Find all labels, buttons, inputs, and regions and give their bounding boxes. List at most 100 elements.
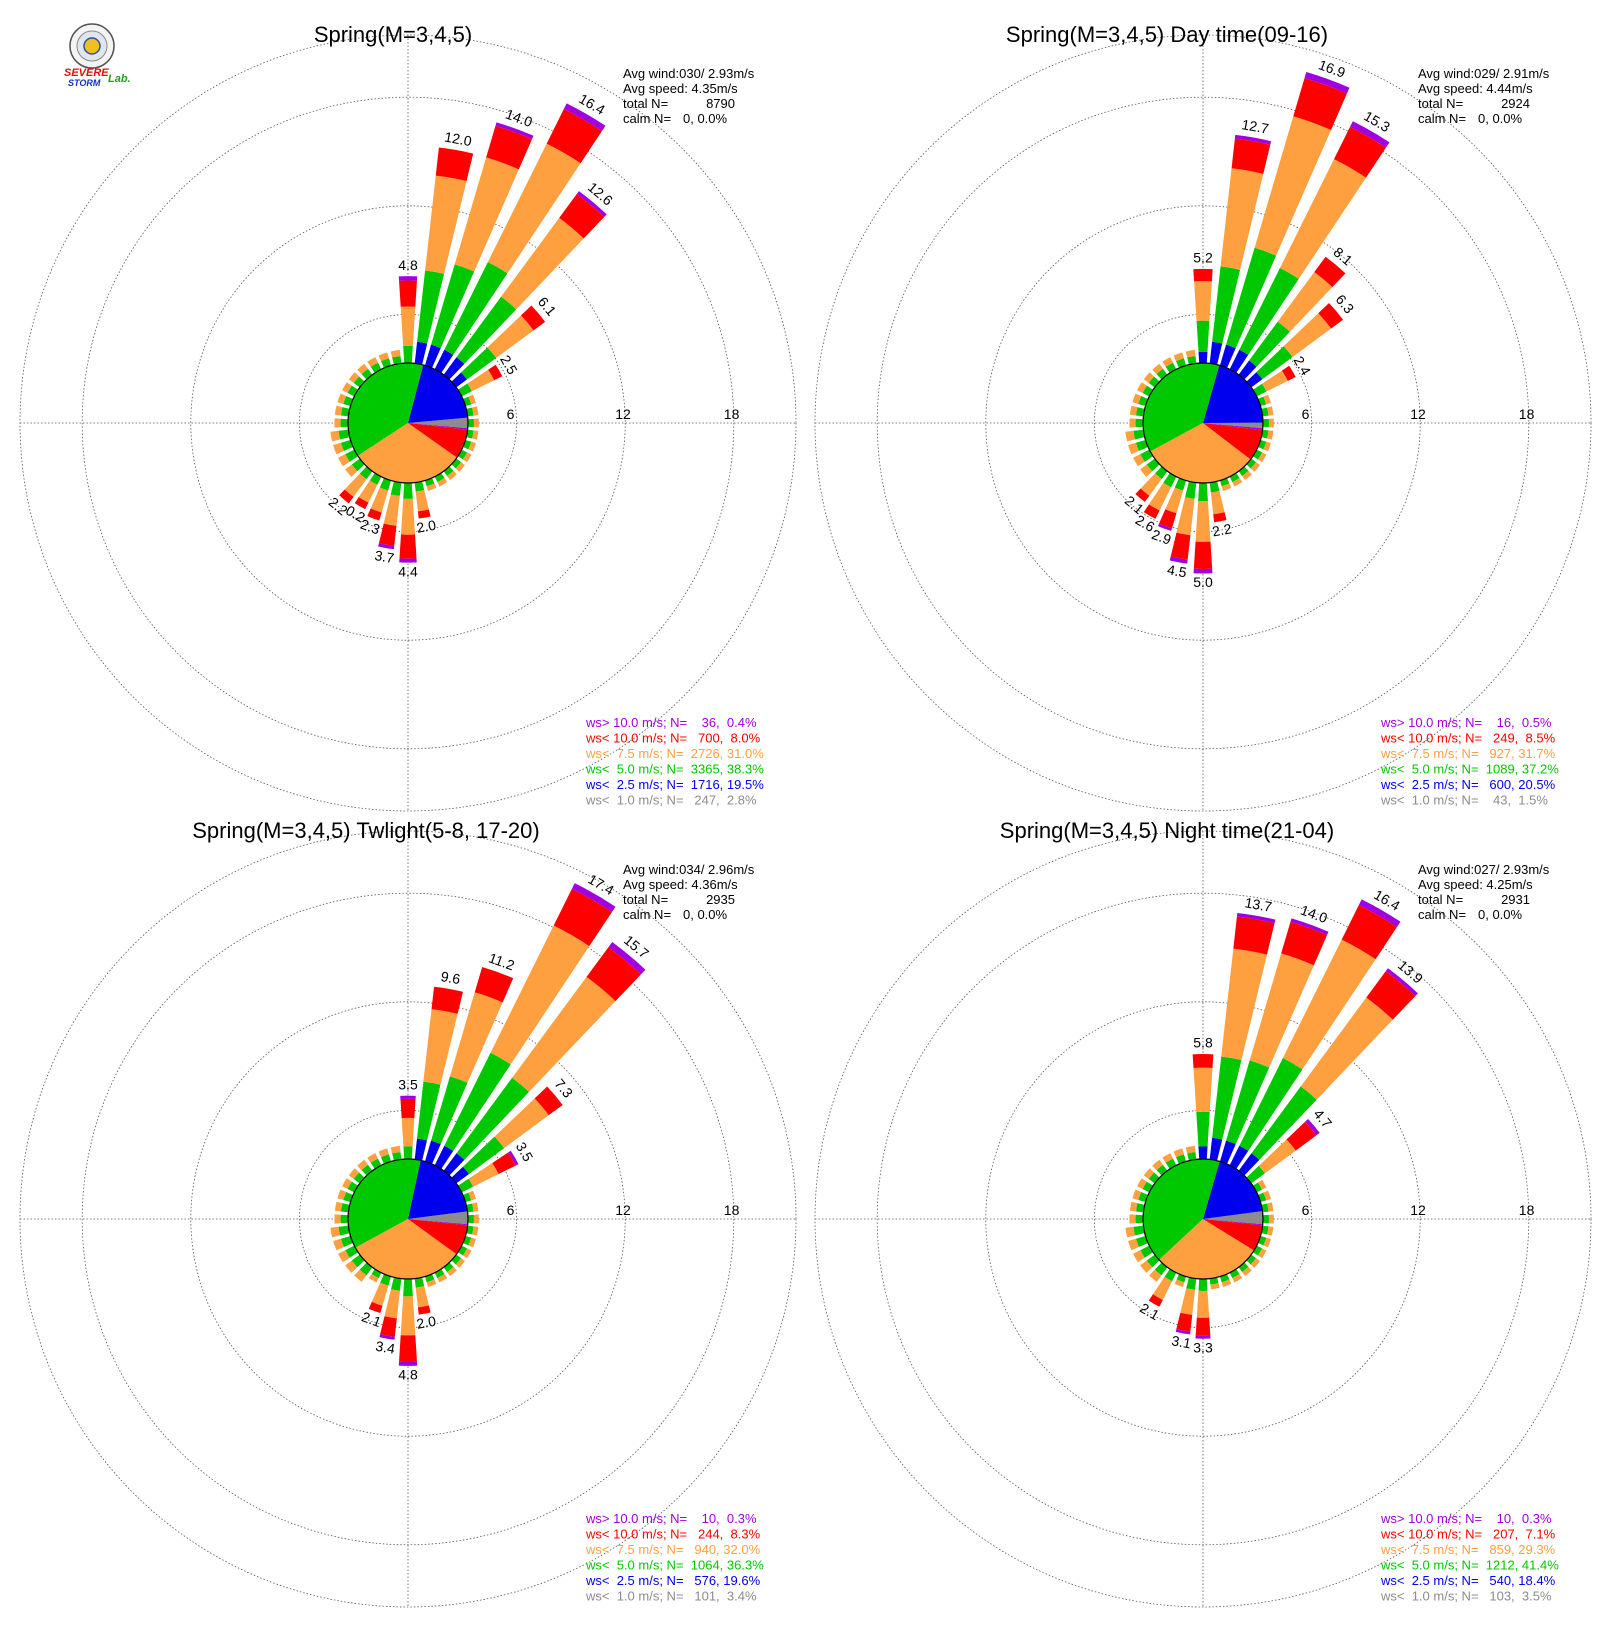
sector-230-band-1 <box>351 1254 365 1268</box>
range-ring-12 <box>985 205 1421 641</box>
sector-10-band-0 <box>1209 1137 1223 1161</box>
sector-210-band-3 <box>1143 504 1160 519</box>
sector-270-band-1 <box>340 1214 349 1224</box>
sector-180 <box>1195 1278 1211 1339</box>
pie-slice-0 <box>1203 1211 1263 1225</box>
peak-label-0: 5.2 <box>1193 250 1213 266</box>
sector-170-band-2 <box>415 490 429 512</box>
sector-120-band-2 <box>462 452 472 463</box>
speed-class-pie <box>347 362 469 484</box>
pie-slice-4 <box>1203 423 1263 460</box>
sector-140-band-2 <box>1242 470 1252 481</box>
sector-30-band-3 <box>546 109 602 164</box>
sector-180 <box>398 1278 418 1366</box>
pie-slice-5 <box>1203 1219 1263 1226</box>
pie-slice-2 <box>1142 362 1220 452</box>
sector-30-band-1 <box>1239 1058 1303 1151</box>
legend-entry-green: ws< 5.0 m/s; N= 1089, 37.2% <box>1380 762 1559 777</box>
sector-60-band-3 <box>1281 365 1296 381</box>
sector-40 <box>443 941 646 1176</box>
sector-80-band-2 <box>1267 1202 1274 1212</box>
sector-30-band-2 <box>490 925 590 1065</box>
sector-150-band-2 <box>1232 1273 1243 1283</box>
sector-200-band-3 <box>368 1301 383 1314</box>
avg-wind-text: Avg wind:027/ 2.93m/s <box>1418 862 1550 877</box>
sector-180-band-4 <box>1195 1335 1211 1339</box>
sector-320-band-2 <box>357 363 368 375</box>
sector-50-band-2 <box>1258 1139 1296 1174</box>
sector-50-band-0 <box>451 1166 470 1184</box>
speed-class-pie <box>1142 362 1264 484</box>
legend-entry-blue: ws< 2.5 m/s; N= 600, 20.5% <box>1380 777 1556 792</box>
sector-130-band-1 <box>1246 1254 1257 1265</box>
sector-80 <box>466 1202 479 1213</box>
sector-220-band-2 <box>344 473 367 497</box>
sector-180 <box>399 482 417 563</box>
sector-40-band-3 <box>1366 971 1416 1020</box>
sector-110-band-2 <box>468 441 476 452</box>
legend-entry-orange: ws< 7.5 m/s; N= 859, 29.3% <box>1380 1542 1556 1557</box>
sector-120-band-1 <box>1252 1245 1263 1256</box>
sector-240-band-2 <box>338 454 350 467</box>
sector-20-band-3 <box>474 966 514 1003</box>
sector-20-band-2 <box>454 157 519 272</box>
sector-140 <box>443 466 457 481</box>
sector-270-band-1 <box>1135 1214 1144 1224</box>
legend-entry-purple: ws> 10.0 m/s; N= 10, 0.3% <box>585 1511 757 1526</box>
sector-0-band-3 <box>400 1098 416 1119</box>
sector-20-band-2 <box>1254 116 1332 256</box>
sector-230 <box>1140 458 1160 477</box>
sector-280-band-1 <box>340 407 350 417</box>
sector-290 <box>1132 393 1149 407</box>
sector-330-band-2 <box>1162 1153 1174 1163</box>
sector-40-band-1 <box>1251 1086 1317 1160</box>
sector-60-band-4 <box>508 1150 519 1166</box>
sector-230 <box>345 1254 365 1273</box>
ring-label: 12 <box>1410 406 1426 422</box>
sector-340-band-2 <box>1173 1148 1184 1158</box>
sector-20-band-3 <box>1293 78 1347 130</box>
sector-200-band-2 <box>371 1282 389 1306</box>
sector-40-band-3 <box>559 194 605 239</box>
sector-250-band-2 <box>1128 1238 1139 1251</box>
sector-230-band-1 <box>1146 1254 1160 1268</box>
sector-290-band-1 <box>1138 395 1149 407</box>
sector-280-band-1 <box>1135 1203 1145 1213</box>
sector-130 <box>451 1254 466 1268</box>
sector-10-band-3 <box>1233 916 1275 955</box>
legend-entry-red: ws< 10.0 m/s; N= 249, 8.5% <box>1380 731 1556 746</box>
range-ring-18 <box>81 96 735 750</box>
sector-40-band-2 <box>1300 997 1393 1100</box>
legend-entry-gray: ws< 1.0 m/s; N= 103, 3.5% <box>1380 1589 1552 1604</box>
range-ring-12 <box>190 205 626 641</box>
sector-0-band-2 <box>1193 1067 1213 1112</box>
sector-260-band-1 <box>1133 1225 1145 1236</box>
total-label: total N= <box>623 96 668 111</box>
sector-200-band-2 <box>370 487 389 513</box>
sector-60-band-2 <box>1262 370 1288 392</box>
sector-110-band-2 <box>1263 441 1271 452</box>
sector-30 <box>434 103 606 374</box>
sector-140 <box>443 1262 457 1277</box>
sector-250-band-2 <box>1128 442 1139 455</box>
sector-100-band-2 <box>1267 1226 1274 1236</box>
sector-60-band-1 <box>1252 383 1267 397</box>
sector-350-band-2 <box>390 349 401 358</box>
sector-100-band-2 <box>472 430 479 440</box>
peak-label-200: 2.9 <box>1150 526 1174 548</box>
sector-0 <box>400 1095 416 1160</box>
sector-20-band-1 <box>1226 247 1277 349</box>
ring-label: 12 <box>615 1202 631 1218</box>
sector-140-band-1 <box>1238 1262 1249 1273</box>
peak-label-170: 2.0 <box>415 1313 437 1332</box>
sector-170 <box>1209 481 1227 523</box>
sector-270-band-1 <box>1135 418 1144 428</box>
panel-title: Spring(M=3,4,5) Day time(09-16) <box>1006 22 1328 47</box>
sector-330-band-2 <box>367 1153 379 1163</box>
logo-text-severe: SEVERE <box>64 67 109 79</box>
sector-260 <box>330 429 350 442</box>
peak-label-170: 2.0 <box>415 517 437 536</box>
sector-180-band-3 <box>1193 541 1213 569</box>
sector-30 <box>1229 121 1390 374</box>
